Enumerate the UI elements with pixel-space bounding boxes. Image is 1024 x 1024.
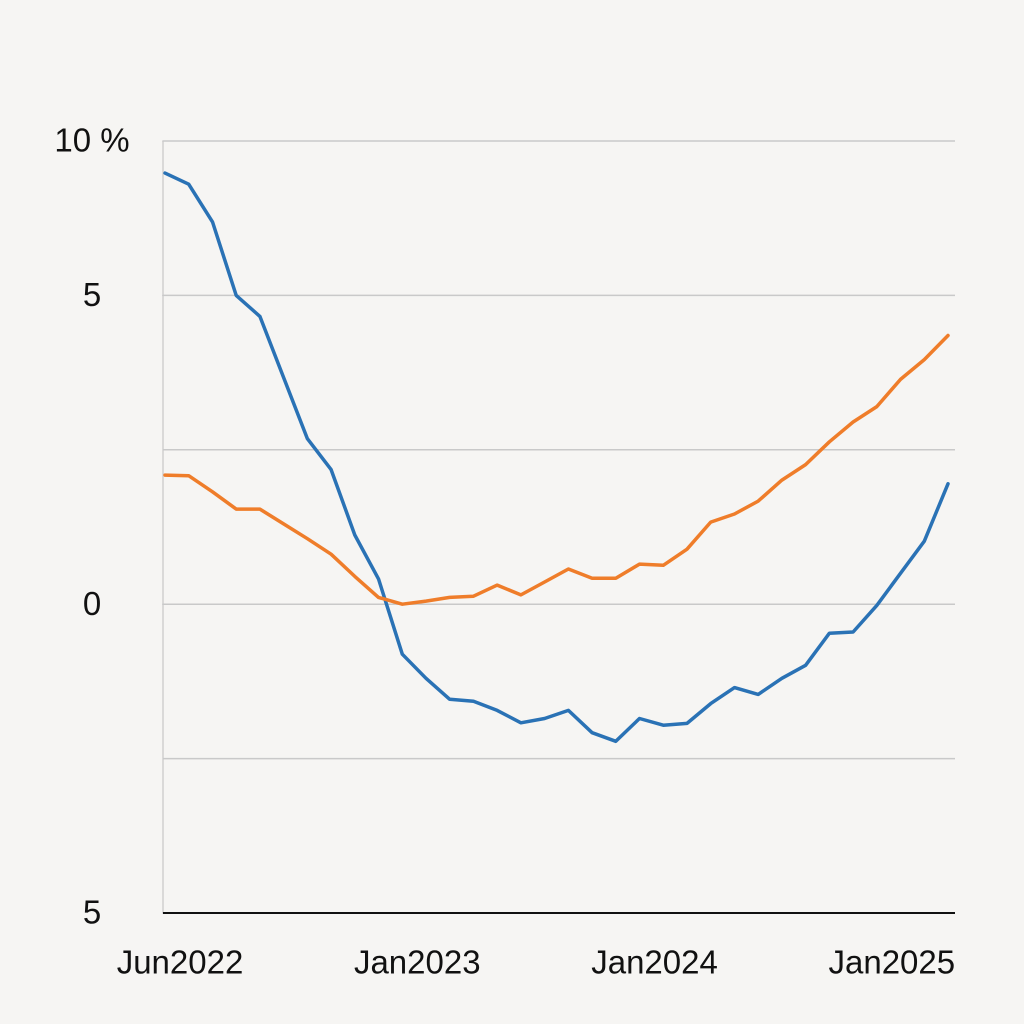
x-tick-label: Jun2022 <box>117 944 244 981</box>
line-series <box>163 171 950 744</box>
x-tick-label: Jan2025 <box>829 944 956 981</box>
y-tick-label: 0 <box>83 585 101 622</box>
y-tick-label: 10 % <box>54 122 129 159</box>
x-tick-label: Jan2024 <box>591 944 718 981</box>
x-tick-label: Jan2023 <box>354 944 481 981</box>
line-series <box>163 333 950 606</box>
y-tick-label: 5 <box>83 276 101 313</box>
y-tick-label: 5 <box>83 894 101 931</box>
